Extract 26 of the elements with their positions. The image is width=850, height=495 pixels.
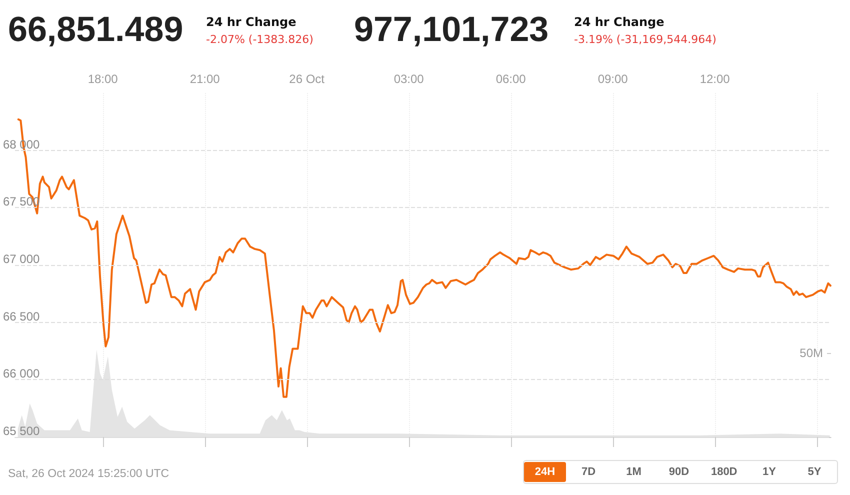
text: 180D [710,465,738,480]
y-tick-label: 66 500 [3,309,40,324]
text: 24H [524,462,566,482]
x-tick-label: 03:00 [394,72,424,86]
text: 977,101,723 [354,10,549,50]
y-tick-label: 67 000 [3,252,40,266]
x-tick-label: 21:00 [190,72,220,86]
x-tick-label: 12:00 [700,72,730,86]
text: 24 hr Change [574,15,664,29]
text: 66,851.489 [8,10,184,50]
text: 90D [668,465,690,480]
x-tick-label: 06:00 [496,72,526,86]
y-tick-label: 65 500 [3,424,40,438]
text: 7D [580,465,597,480]
text: 24 hr Change [206,15,296,29]
text: Sat, 26 Oct 2024 15:25:00 UTC [8,468,170,480]
y2-tick-label: 50M [800,346,824,360]
x-tick-label: 09:00 [598,72,628,86]
text: 1Y [762,465,777,480]
text: 5Y [806,465,822,480]
x-tick-label: 26 Oct [289,72,326,86]
text: -2.07% (-1383.826) [206,33,314,46]
text: 1M [625,465,642,480]
x-tick-label: 18:00 [88,72,118,86]
y-tick-label: 66 000 [3,366,40,381]
text: -3.19% (-31,169,544.964) [574,33,716,46]
